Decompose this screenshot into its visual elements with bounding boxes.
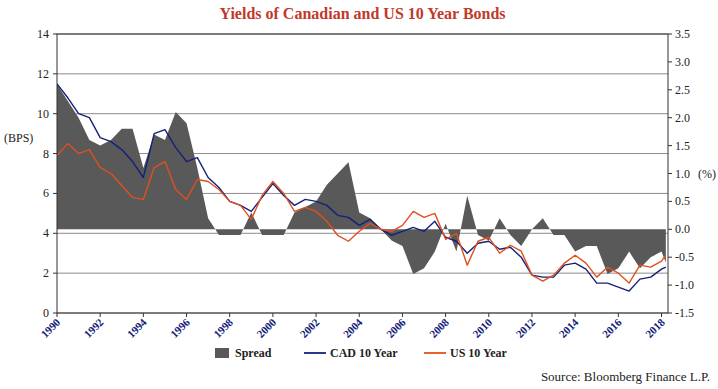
- chart-root: Yields of Canadian and US 10 Year Bonds 0…: [0, 0, 718, 389]
- y2-tick-label: 0.5: [675, 194, 690, 208]
- y-tick: [53, 233, 57, 234]
- y-tick-label: 8: [43, 147, 49, 161]
- y-tick: [53, 73, 57, 74]
- y-tick-label: 12: [37, 67, 49, 81]
- y2-tick-label: 2.0: [675, 111, 690, 125]
- grid-line: [57, 113, 668, 114]
- plot-data: [57, 84, 666, 291]
- y2-tick: [668, 145, 672, 146]
- legend-label: Spread: [235, 346, 272, 360]
- y2-tick-label: -1.5: [675, 306, 694, 320]
- x-tick: [402, 313, 403, 317]
- y2-tick-label: 2.5: [675, 83, 690, 97]
- y-tick: [53, 313, 57, 314]
- y2-tick-label: -0.5: [675, 250, 694, 264]
- y2-tick: [668, 229, 672, 230]
- x-tick: [359, 313, 360, 317]
- y2-tick-label: 3.5: [675, 27, 690, 41]
- x-tick-label: 2016: [600, 316, 624, 340]
- y2-tick: [668, 89, 672, 90]
- x-tick-label: 2012: [513, 316, 537, 340]
- plot-frame: [57, 34, 668, 313]
- y-tick: [53, 34, 57, 35]
- legend-swatch: [424, 352, 446, 354]
- x-tick-label: 2004: [341, 316, 365, 340]
- legend-swatch: [215, 348, 229, 358]
- y-tick: [53, 273, 57, 274]
- grid-line: [57, 273, 668, 274]
- y2-tick-label: 3.0: [675, 55, 690, 69]
- x-tick-label: 2018: [643, 316, 667, 340]
- y2-tick-label: 0.0: [675, 222, 690, 236]
- y-tick: [53, 113, 57, 114]
- x-tick-label: 2008: [427, 316, 451, 340]
- y-tick-label: 14: [37, 27, 49, 41]
- x-tick: [272, 313, 273, 317]
- y2-tick: [668, 117, 672, 118]
- series-line: [57, 84, 666, 291]
- y2-tick: [668, 61, 672, 62]
- x-tick: [575, 313, 576, 317]
- y2-tick: [668, 173, 672, 174]
- x-tick-label: 2014: [557, 316, 581, 340]
- x-tick: [229, 313, 230, 317]
- y2-axis-label: (%): [698, 167, 716, 181]
- y-axis-label: (BPS): [4, 131, 33, 145]
- y2-tick: [668, 285, 672, 286]
- legend-label: CAD 10 Year: [330, 346, 398, 360]
- chart-title: Yields of Canadian and US 10 Year Bonds: [219, 5, 505, 22]
- x-tick-label: 1992: [82, 316, 106, 340]
- x-tick-label: 2000: [254, 316, 278, 340]
- y2-tick-label: 1.5: [675, 139, 690, 153]
- x-tick: [488, 313, 489, 317]
- spread-area: [57, 84, 666, 274]
- x-tick-label: 1998: [211, 316, 235, 340]
- x-tick-label: 2002: [297, 316, 321, 340]
- x-tick-label: 2006: [384, 316, 408, 340]
- x-tick: [531, 313, 532, 317]
- y2-tick-label: 1.0: [675, 167, 690, 181]
- y-tick-label: 10: [37, 107, 49, 121]
- x-tick: [618, 313, 619, 317]
- y2-tick: [668, 257, 672, 258]
- x-tick: [661, 313, 662, 317]
- y2-tick: [668, 34, 672, 35]
- grid-line: [57, 73, 668, 74]
- x-tick: [57, 313, 58, 317]
- x-tick: [143, 313, 144, 317]
- x-tick-label: 2010: [470, 316, 494, 340]
- x-tick: [186, 313, 187, 317]
- chart-svg: Yields of Canadian and US 10 Year Bonds 0…: [0, 0, 718, 389]
- x-tick-label: 1994: [125, 316, 149, 340]
- y2-tick-label: -1.0: [675, 278, 694, 292]
- x-tick-label: 1990: [38, 316, 62, 340]
- x-tick-label: 1996: [168, 316, 192, 340]
- source-note: Source: Bloomberg Finance L.P.: [541, 369, 710, 384]
- x-tick: [316, 313, 317, 317]
- legend-swatch: [304, 352, 326, 354]
- y2-tick: [668, 201, 672, 202]
- y2-tick: [668, 313, 672, 314]
- y-tick: [53, 193, 57, 194]
- legend-label: US 10 Year: [450, 346, 508, 360]
- y-tick-label: 4: [43, 226, 49, 240]
- series-line: [57, 144, 666, 284]
- y-tick-label: 0: [43, 306, 49, 320]
- x-tick: [445, 313, 446, 317]
- x-tick: [100, 313, 101, 317]
- y-tick: [53, 153, 57, 154]
- y-tick-label: 6: [43, 186, 49, 200]
- y-tick-label: 2: [43, 266, 49, 280]
